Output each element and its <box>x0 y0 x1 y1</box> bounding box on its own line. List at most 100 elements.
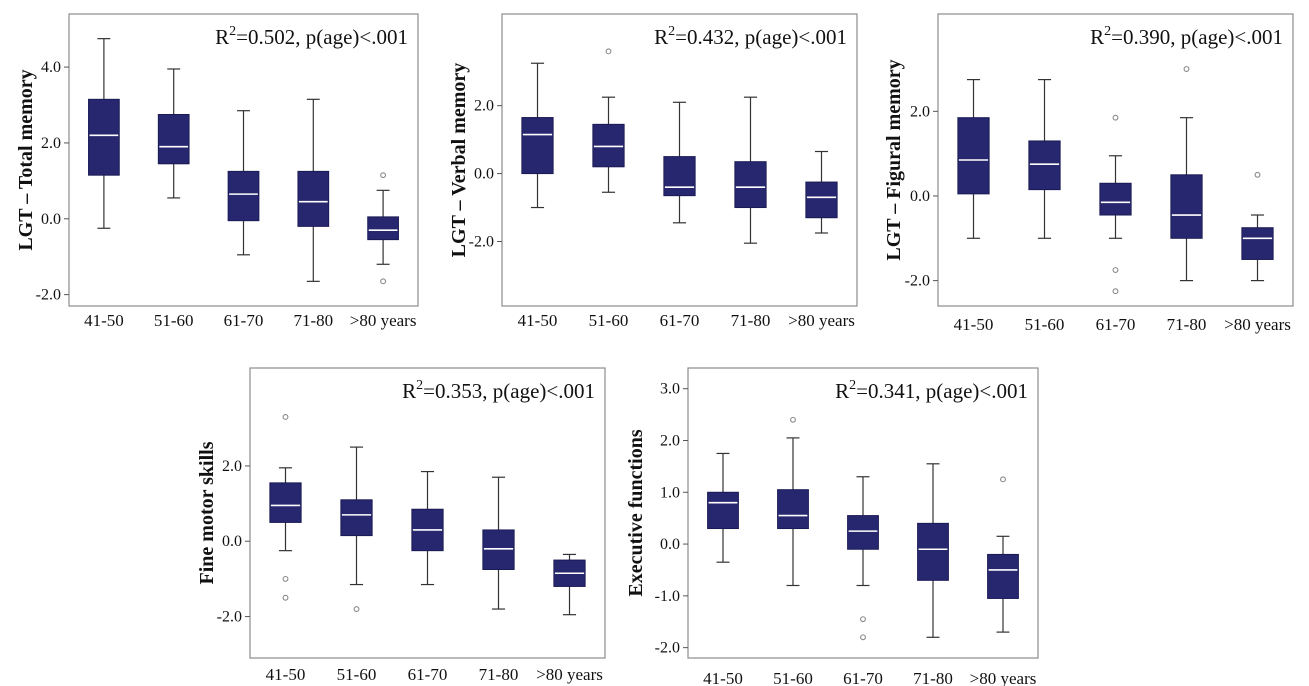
x-category-label: >80 years <box>788 311 855 330</box>
y-axis-label: Fine motor skills <box>196 441 218 584</box>
annotation-prefix: R <box>1090 25 1104 49</box>
x-category-label: 51-60 <box>773 669 813 686</box>
r-squared-annotation: R2=0.502, p(age)<.001 <box>215 24 408 49</box>
iqr-box <box>734 161 767 209</box>
box-7180 <box>734 96 767 244</box>
box-7180 <box>297 98 330 282</box>
annotation-prefix: R <box>835 379 849 403</box>
x-category-label: 51-60 <box>337 665 377 684</box>
box-7180 <box>1170 66 1203 282</box>
annotation-prefix: R <box>402 379 416 403</box>
outlier-point <box>380 172 387 179</box>
y-axis-label: LGT – Total memory <box>15 69 37 250</box>
x-category-label: 51-60 <box>589 311 629 330</box>
box-4150 <box>269 414 302 601</box>
chart-panel-1: 4.0 2.0 0.0 -2.0 41-50 51-60 61-70 71-80 >80 yea… <box>15 13 419 330</box>
r-squared-annotation: R2=0.353, p(age)<.001 <box>402 378 595 403</box>
y-tick-label: 2.0 <box>910 103 930 120</box>
iqr-box <box>297 170 330 227</box>
x-category-label: 71-80 <box>293 311 333 330</box>
x-category-label: 41-50 <box>954 315 994 334</box>
box-6170 <box>847 476 879 641</box>
y-axis-label: Executive functions <box>625 429 647 596</box>
outlier-point <box>1183 66 1190 72</box>
x-category-label: 61-70 <box>843 669 883 686</box>
iqr-box <box>340 499 373 537</box>
annotation-superscript: 2 <box>668 24 675 39</box>
outlier-point <box>353 606 360 612</box>
y-axis-label: LGT – Verbal memory <box>448 63 470 258</box>
annotation-superscript: 2 <box>416 378 423 393</box>
iqr-box <box>1241 227 1274 260</box>
box-80years <box>987 476 1019 633</box>
iqr-box <box>227 170 260 222</box>
iqr-box <box>1099 182 1132 216</box>
box-5160 <box>1028 78 1061 239</box>
y-tick-label: 0.0 <box>41 211 61 228</box>
r-squared-annotation: R2=0.390, p(age)<.001 <box>1090 24 1283 49</box>
outlier-point <box>1112 114 1119 121</box>
y-tick-label: 0.0 <box>910 188 930 205</box>
annotation-prefix: R <box>654 25 668 49</box>
box-4150 <box>957 78 990 239</box>
box-6170 <box>663 101 696 224</box>
annotation-suffix: =0.341, p(age)<.001 <box>856 379 1028 403</box>
y-tick-label: 3.0 <box>660 381 680 398</box>
outlier-point <box>282 414 289 420</box>
box-6170 <box>1099 114 1132 295</box>
x-category-label: 41-50 <box>518 311 558 330</box>
iqr-box <box>482 529 515 570</box>
box-80years <box>367 172 399 285</box>
x-category-label: >80 years <box>350 311 417 330</box>
outlier-point <box>282 594 289 601</box>
iqr-box <box>663 156 696 197</box>
chart-panel-3: 2.0 0.0 -2.0 41-50 51-60 61-70 71-80 >80 years R… <box>883 13 1294 334</box>
box-6170 <box>227 110 260 256</box>
outlier-point <box>1254 171 1261 178</box>
outlier-point <box>380 278 387 285</box>
outlier-point <box>860 616 866 623</box>
box-80years <box>1241 171 1274 282</box>
iqr-box <box>777 489 809 530</box>
outlier-point <box>1112 288 1119 295</box>
outlier-point <box>790 416 796 423</box>
y-tick-label: 2.0 <box>41 135 61 152</box>
x-category-label: 41-50 <box>266 665 306 684</box>
y-tick-label: 2.0 <box>222 458 242 475</box>
box-4150 <box>521 62 554 209</box>
iqr-box <box>987 553 1019 599</box>
box-6170 <box>411 470 444 586</box>
box-7180 <box>482 476 515 610</box>
box-80years <box>553 553 586 616</box>
box-5160 <box>777 416 809 587</box>
outlier-point <box>860 634 866 641</box>
iqr-box <box>592 123 625 168</box>
box-80years <box>805 150 838 234</box>
iqr-box <box>157 113 190 165</box>
x-category-label: >80 years <box>1224 315 1291 334</box>
annotation-suffix: =0.353, p(age)<.001 <box>423 379 595 403</box>
iqr-box <box>805 181 838 219</box>
y-tick-label: 0.0 <box>660 536 680 553</box>
iqr-box <box>88 98 120 176</box>
x-category-label: 51-60 <box>1025 315 1065 334</box>
box-4150 <box>707 452 739 563</box>
outlier-point <box>1000 476 1006 483</box>
annotation-suffix: =0.390, p(age)<.001 <box>1111 25 1283 49</box>
x-category-label: 41-50 <box>703 669 743 686</box>
x-category-label: 71-80 <box>1167 315 1207 334</box>
box-5160 <box>340 446 373 612</box>
x-category-label: 61-70 <box>408 665 448 684</box>
iqr-box <box>367 216 399 241</box>
x-category-label: 41-50 <box>84 311 124 330</box>
outlier-point <box>282 575 289 582</box>
x-category-label: 61-70 <box>1096 315 1136 334</box>
outlier-point <box>1112 267 1119 273</box>
iqr-box <box>917 522 949 581</box>
box-4150 <box>88 38 120 229</box>
y-tick-label: 4.0 <box>41 59 61 76</box>
x-category-label: 71-80 <box>731 311 771 330</box>
x-category-label: >80 years <box>536 665 603 684</box>
x-category-label: 51-60 <box>154 311 194 330</box>
